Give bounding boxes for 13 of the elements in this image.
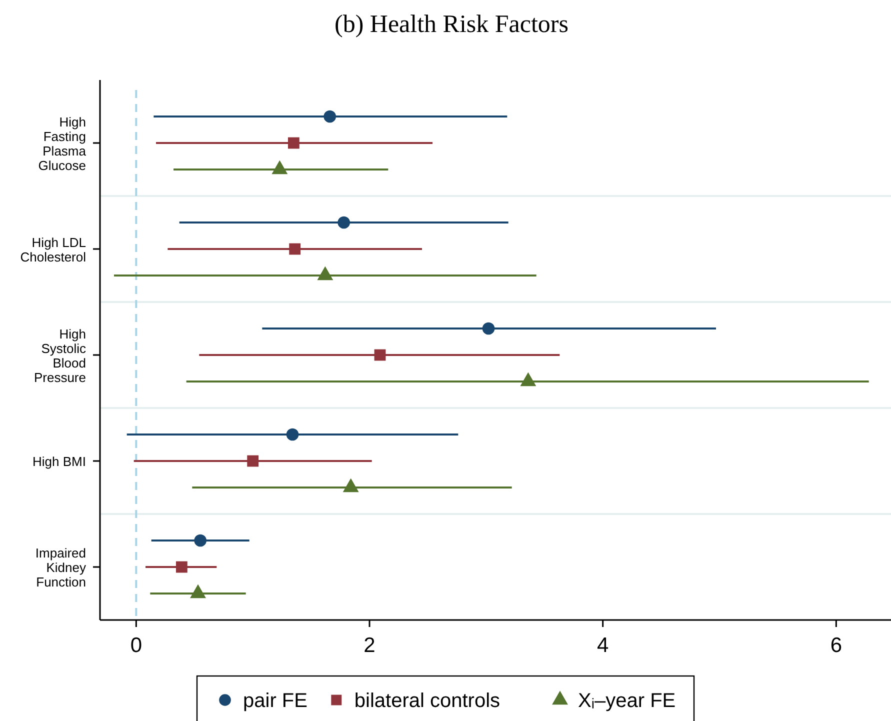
- x-tick-label: 2: [364, 634, 376, 657]
- chart-title: (b) Health Risk Factors: [334, 11, 568, 38]
- y-tick-label: High LDL Cholesterol: [20, 234, 86, 264]
- y-tick-label: High Systolic Blood Pressure: [34, 326, 86, 385]
- y-tick-label: High Fasting Plasma Glucose: [38, 114, 87, 173]
- legend-label: bilateral controls: [354, 690, 500, 712]
- x-tick-label: 0: [130, 634, 142, 657]
- x-tick-label: 6: [830, 634, 842, 657]
- y-tick-label: High BMI: [32, 454, 86, 469]
- y-tick-label: Impaired Kidney Function: [35, 546, 86, 590]
- legend-label: pair FE: [243, 690, 308, 712]
- x-tick-label: 4: [596, 634, 609, 657]
- legend-label: Xᵢ–year FE: [578, 690, 676, 712]
